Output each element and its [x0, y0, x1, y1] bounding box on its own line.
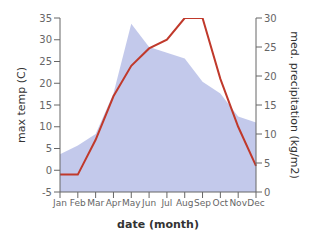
svg-text:Apr: Apr: [106, 198, 122, 208]
svg-text:5: 5: [264, 158, 270, 169]
svg-text:Jul: Jul: [160, 198, 172, 208]
svg-text:30: 30: [264, 13, 277, 24]
svg-text:Sep: Sep: [194, 198, 211, 208]
svg-text:25: 25: [264, 42, 277, 53]
svg-text:May: May: [122, 198, 141, 208]
svg-text:5: 5: [46, 143, 52, 154]
svg-text:25: 25: [39, 56, 52, 67]
svg-text:10: 10: [264, 129, 277, 140]
svg-text:0: 0: [264, 187, 270, 198]
svg-text:20: 20: [39, 78, 52, 89]
svg-text:15: 15: [264, 100, 277, 111]
svg-text:Jun: Jun: [141, 198, 156, 208]
svg-text:max temp (C): max temp (C): [15, 67, 28, 143]
svg-text:35: 35: [39, 13, 52, 24]
svg-text:20: 20: [264, 71, 277, 82]
svg-text:Oct: Oct: [213, 198, 229, 208]
svg-text:Aug: Aug: [176, 198, 194, 208]
svg-text:Jan: Jan: [52, 198, 67, 208]
svg-text:med. precipitation (kg/m2): med. precipitation (kg/m2): [288, 31, 301, 179]
svg-text:10: 10: [39, 121, 52, 132]
svg-text:Nov: Nov: [229, 198, 247, 208]
svg-text:date (month): date (month): [117, 218, 199, 231]
svg-text:Dec: Dec: [247, 198, 264, 208]
svg-text:30: 30: [39, 34, 52, 45]
svg-text:Feb: Feb: [70, 198, 86, 208]
svg-text:15: 15: [39, 100, 52, 111]
svg-text:Mar: Mar: [87, 198, 104, 208]
svg-text:0: 0: [46, 165, 52, 176]
svg-text:-5: -5: [42, 187, 52, 198]
